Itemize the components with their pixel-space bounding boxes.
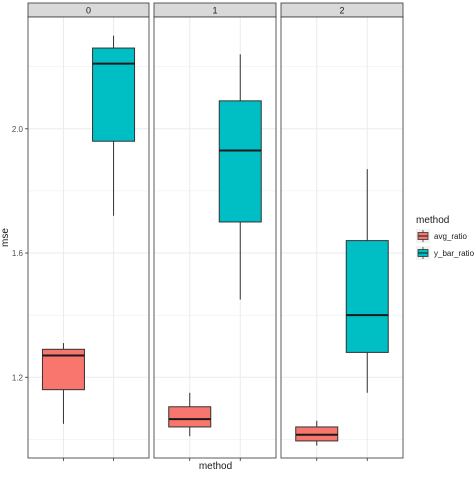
y-tick-label: 2.0: [12, 125, 24, 134]
legend-title: method: [416, 215, 449, 226]
box-y_bar_ratio-facet-0: [92, 35, 136, 216]
legend-label: y_bar_ratio: [434, 249, 474, 258]
facet-strip-label: 1: [212, 6, 217, 16]
panel-border: [280, 16, 404, 459]
panel-background: [281, 17, 403, 458]
facet-panel-2: 2: [280, 2, 404, 461]
box-iqr: [345, 240, 389, 353]
legend-entry-y_bar_ratio: y_bar_ratio: [416, 246, 474, 260]
legend-layer: method avg_ratio y_bar_ratio: [416, 215, 474, 260]
panel-border: [153, 16, 277, 459]
facet-panels-layer: 0 1 2: [27, 2, 404, 461]
facet-panel-1: 1: [153, 2, 277, 461]
facet-strip-label: 2: [339, 6, 344, 16]
box-iqr: [92, 47, 136, 142]
legend-entry-avg_ratio: avg_ratio: [416, 229, 467, 243]
facet-panel-0: 0: [27, 2, 150, 461]
box-avg_ratio-facet-1: [168, 392, 212, 437]
panel-background: [154, 17, 276, 458]
y-axis-title: mse: [0, 228, 11, 247]
box-y_bar_ratio-facet-1: [218, 54, 262, 300]
legend-label: avg_ratio: [434, 232, 467, 241]
y-tick-label: 1.2: [12, 373, 24, 382]
y-tick-label: 1.6: [12, 249, 24, 258]
axes-layer: 1.2 1.6 2.0 mse method: [0, 125, 232, 472]
x-axis-title: method: [199, 461, 232, 472]
panel-border: [27, 16, 150, 459]
box-iqr: [168, 406, 212, 428]
box-avg_ratio-facet-0: [41, 343, 85, 424]
box-y_bar_ratio-facet-2: [345, 169, 389, 393]
box-iqr: [218, 100, 262, 223]
facet-strip-label: 0: [86, 6, 91, 16]
box-avg_ratio-facet-2: [295, 420, 339, 446]
